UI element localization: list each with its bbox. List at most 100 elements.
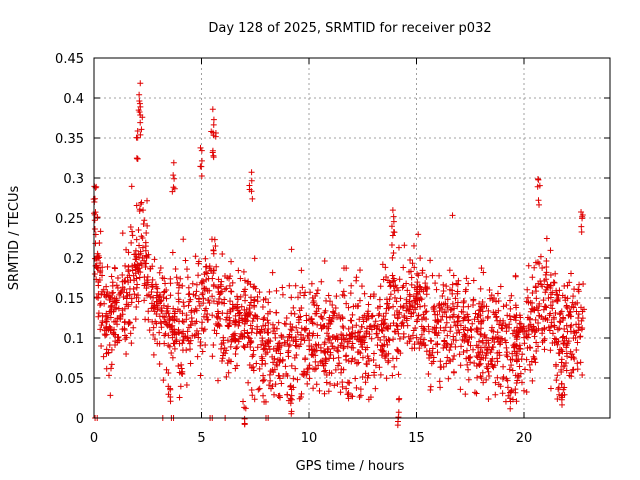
data-point <box>143 260 150 267</box>
data-point <box>529 274 536 281</box>
data-point <box>418 323 425 330</box>
data-point <box>194 353 201 360</box>
data-point <box>519 325 526 332</box>
data-point <box>407 293 414 300</box>
data-point <box>504 384 511 391</box>
data-point <box>278 380 285 387</box>
data-point <box>540 316 547 323</box>
data-point <box>449 212 456 219</box>
data-point <box>213 263 220 270</box>
data-point <box>564 295 571 302</box>
data-point <box>500 363 507 370</box>
data-point <box>325 388 332 395</box>
data-point <box>361 290 368 297</box>
data-point <box>300 371 307 378</box>
data-point <box>288 334 295 341</box>
data-point <box>285 334 292 341</box>
data-point <box>556 318 563 325</box>
data-point <box>275 319 282 326</box>
data-point <box>543 235 550 242</box>
data-point <box>389 207 396 214</box>
data-point <box>323 297 330 304</box>
data-point <box>414 270 421 277</box>
data-point <box>273 325 280 332</box>
data-point <box>150 294 157 301</box>
data-point <box>158 297 165 304</box>
data-point <box>216 291 223 298</box>
data-point <box>567 324 574 331</box>
data-point <box>318 278 325 285</box>
data-point <box>551 279 558 286</box>
data-point <box>121 325 128 332</box>
data-point <box>546 312 553 319</box>
data-point <box>344 391 351 398</box>
data-point <box>282 321 289 328</box>
data-point <box>543 258 550 265</box>
data-point <box>432 341 439 348</box>
data-point <box>461 331 468 338</box>
data-point <box>163 305 170 312</box>
data-point <box>189 332 196 339</box>
data-point <box>240 398 247 405</box>
data-point <box>547 385 554 392</box>
data-point <box>468 327 475 334</box>
data-point <box>109 290 116 297</box>
data-point <box>560 386 567 393</box>
data-point <box>184 328 191 335</box>
data-point <box>533 295 540 302</box>
data-point <box>444 341 451 348</box>
data-point <box>134 155 141 162</box>
data-point <box>526 322 533 329</box>
data-point <box>256 385 263 392</box>
data-point <box>400 264 407 271</box>
data-point <box>309 320 316 327</box>
data-point <box>536 312 543 319</box>
data-point <box>456 351 463 358</box>
data-point <box>527 308 534 315</box>
data-point <box>186 340 193 347</box>
data-point <box>388 241 395 248</box>
data-point <box>454 318 461 325</box>
data-point <box>568 303 575 310</box>
data-point <box>536 300 543 307</box>
data-point <box>186 290 193 297</box>
data-point <box>516 320 523 327</box>
data-point <box>372 362 379 369</box>
data-point <box>197 338 204 345</box>
data-point <box>564 340 571 347</box>
data-point <box>142 243 149 250</box>
data-point <box>308 280 315 287</box>
data-point <box>379 261 386 268</box>
data-point <box>114 321 121 328</box>
data-point <box>578 208 585 215</box>
data-point <box>364 361 371 368</box>
data-point <box>382 355 389 362</box>
data-point <box>411 264 418 271</box>
data-point <box>150 324 157 331</box>
data-point <box>508 292 515 299</box>
data-point <box>269 269 276 276</box>
data-point <box>316 387 323 394</box>
data-point <box>476 356 483 363</box>
data-point <box>462 391 469 398</box>
data-point <box>247 281 254 288</box>
data-point <box>128 239 135 246</box>
data-point <box>323 379 330 386</box>
data-point <box>417 303 424 310</box>
data-point <box>342 336 349 343</box>
y-tick-label: 0 <box>76 412 84 427</box>
data-point <box>491 311 498 318</box>
data-point <box>210 247 217 254</box>
data-point <box>292 282 299 289</box>
data-point <box>541 324 548 331</box>
data-point <box>309 294 316 301</box>
data-point <box>387 291 394 298</box>
data-point <box>128 295 135 302</box>
data-point <box>460 349 467 356</box>
data-point <box>253 313 260 320</box>
data-point <box>409 345 416 352</box>
data-point <box>267 377 274 384</box>
data-point <box>156 269 163 276</box>
data-point <box>577 333 584 340</box>
data-point <box>385 357 392 364</box>
